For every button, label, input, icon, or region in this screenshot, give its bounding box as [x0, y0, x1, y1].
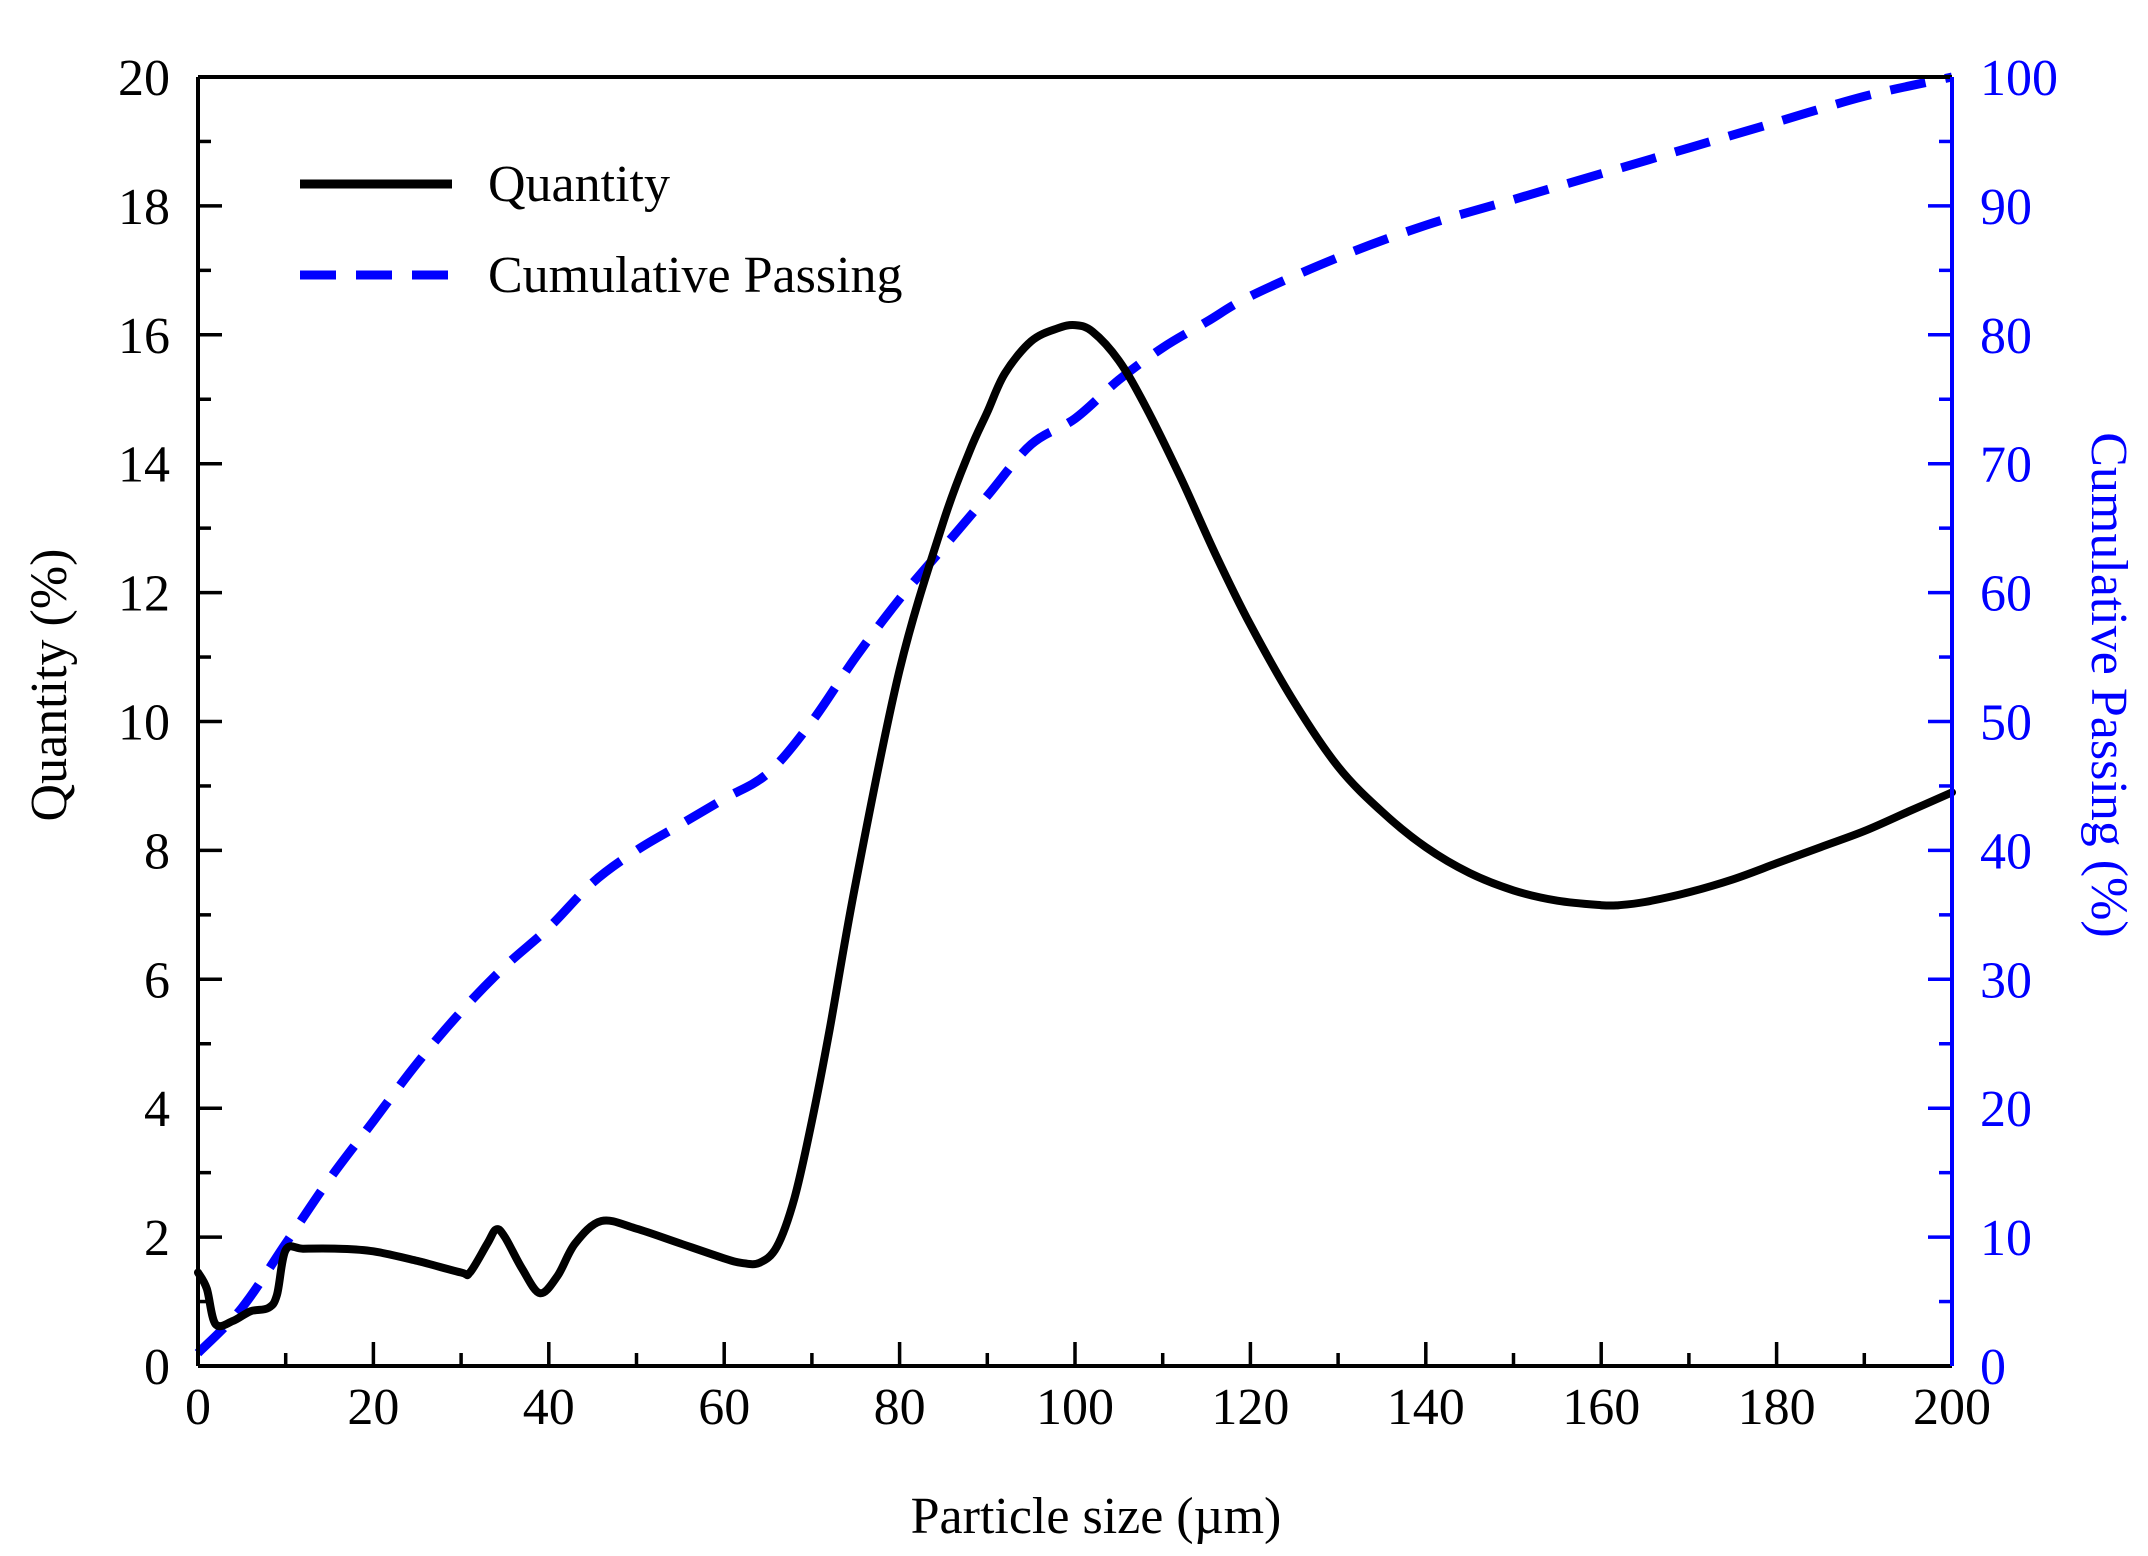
series-quantity-line: [194, 320, 1956, 1331]
y-axis-title-left: Quantity (%): [21, 549, 78, 822]
y-tick-label-left: 16: [118, 308, 170, 365]
x-axis-title: Particle size (µm): [911, 1488, 1282, 1545]
x-tick-label: 200: [1913, 1379, 1991, 1436]
x-tick-label: 40: [523, 1379, 575, 1436]
y-tick-label-right: 30: [1980, 952, 2032, 1009]
x-tick-label: 60: [698, 1379, 750, 1436]
x-tick-label: 140: [1387, 1379, 1465, 1436]
legend-label-cumulative: Cumulative Passing: [488, 247, 903, 304]
y-tick-label-right: 0: [1980, 1339, 2006, 1396]
y-tick-label-right: 100: [1980, 50, 2058, 107]
x-tick-label: 160: [1562, 1379, 1640, 1436]
legend-label-quantity: Quantity: [488, 156, 670, 213]
x-tick-label: 20: [347, 1379, 399, 1436]
y-tick-label-left: 12: [118, 566, 170, 623]
y-tick-label-left: 18: [118, 179, 170, 236]
y-tick-label-left: 2: [144, 1210, 170, 1267]
y-tick-label-right: 60: [1980, 566, 2032, 623]
y-tick-label-right: 20: [1980, 1081, 2032, 1138]
series-cumulative-passing-line: [194, 72, 1953, 1357]
x-tick-label: 0: [185, 1379, 211, 1436]
x-tick-label: 80: [874, 1379, 926, 1436]
y-tick-label-left: 0: [144, 1339, 170, 1396]
x-tick-label: 180: [1738, 1379, 1816, 1436]
y-tick-label-right: 40: [1980, 823, 2032, 880]
y-tick-label-left: 8: [144, 823, 170, 880]
x-tick-label: 100: [1036, 1379, 1114, 1436]
y-tick-label-right: 50: [1980, 695, 2032, 752]
y-axis-title-right: Cumulative Passing (%): [2080, 432, 2137, 938]
y-tick-label-left: 6: [144, 952, 170, 1009]
series-layer: [194, 72, 1956, 1357]
x-tick-label: 120: [1211, 1379, 1289, 1436]
y-tick-label-left: 10: [118, 695, 170, 752]
legend: Quantity Cumulative Passing: [300, 156, 903, 304]
y-tick-label-left: 14: [118, 437, 170, 494]
y-tick-label-right: 70: [1980, 437, 2032, 494]
y-tick-label-right: 90: [1980, 179, 2032, 236]
ticks-layer: 0 20 40 60 80 100 120 140 160 180 2000246810121416…: [118, 50, 2058, 1436]
y-tick-label-left: 20: [118, 50, 170, 107]
y-tick-label-left: 4: [144, 1081, 170, 1138]
y-tick-label-right: 10: [1980, 1210, 2032, 1267]
y-tick-label-right: 80: [1980, 308, 2032, 365]
